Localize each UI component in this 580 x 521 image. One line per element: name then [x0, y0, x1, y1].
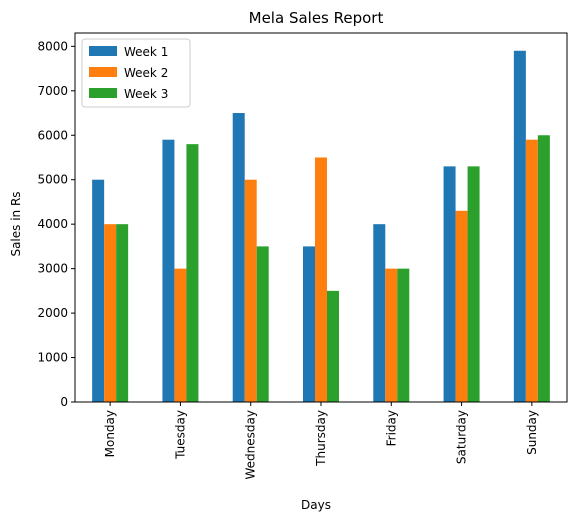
bar-week-3-thursday	[327, 290, 339, 402]
bar-week-2-saturday	[455, 210, 468, 402]
y-tick-label: 0	[60, 395, 68, 409]
bar-week-1-friday	[373, 224, 386, 402]
bar-week-1-tuesday	[162, 139, 175, 402]
x-tick-label: Wednesday	[244, 410, 258, 479]
bar-week-1-saturday	[443, 166, 456, 402]
x-tick-label: Saturday	[455, 410, 469, 464]
legend-label: Week 3	[124, 87, 168, 101]
x-tick-label: Friday	[384, 410, 398, 446]
bar-week-3-monday	[116, 224, 129, 402]
x-axis-label: Days	[301, 498, 331, 512]
legend-label: Week 1	[124, 45, 168, 59]
bar-week-1-monday	[92, 179, 105, 402]
bar-week-1-thursday	[303, 246, 315, 402]
bar-week-2-friday	[385, 268, 398, 402]
bar-week-3-friday	[397, 268, 410, 402]
chart-title: Mela Sales Report	[249, 9, 384, 27]
bar-week-1-wednesday	[232, 113, 245, 403]
bar-week-2-sunday	[525, 139, 538, 402]
legend-swatch	[89, 67, 117, 77]
y-tick-label: 5000	[37, 173, 68, 187]
y-tick-label: 2000	[37, 306, 68, 320]
y-axis-label: Sales in Rs	[9, 191, 23, 256]
y-tick-label: 3000	[37, 262, 68, 276]
legend-label: Week 2	[124, 66, 168, 80]
x-tick-label: Tuesday	[173, 410, 187, 460]
y-tick-label: 7000	[37, 84, 68, 98]
bar-week-2-monday	[104, 224, 117, 402]
legend-swatch	[89, 88, 117, 98]
y-tick-label: 6000	[37, 128, 68, 142]
x-tick-label: Thursday	[314, 410, 328, 467]
plot-area: 0 1000 2000 3000 4000 5000 6000 7000 8000 Monday T…	[37, 32, 568, 479]
bar-week-3-sunday	[537, 135, 550, 402]
x-tick-label: Sunday	[525, 410, 539, 455]
y-tick-label: 8000	[37, 39, 68, 53]
bar-week-2-tuesday	[174, 268, 187, 402]
bar-week-3-saturday	[467, 166, 480, 402]
x-tick-label: Monday	[103, 410, 117, 457]
plot-frame	[74, 32, 568, 403]
bar-week-2-thursday	[315, 157, 327, 402]
y-tick-label: 1000	[37, 351, 68, 365]
legend: Week 1 Week 2 Week 3	[81, 38, 191, 108]
bar-week-2-wednesday	[244, 179, 257, 402]
bar-week-3-wednesday	[256, 246, 269, 402]
bar-week-3-tuesday	[186, 144, 199, 402]
bar-week-1-sunday	[513, 50, 526, 402]
y-tick-label: 4000	[37, 217, 68, 231]
legend-swatch	[89, 46, 117, 56]
